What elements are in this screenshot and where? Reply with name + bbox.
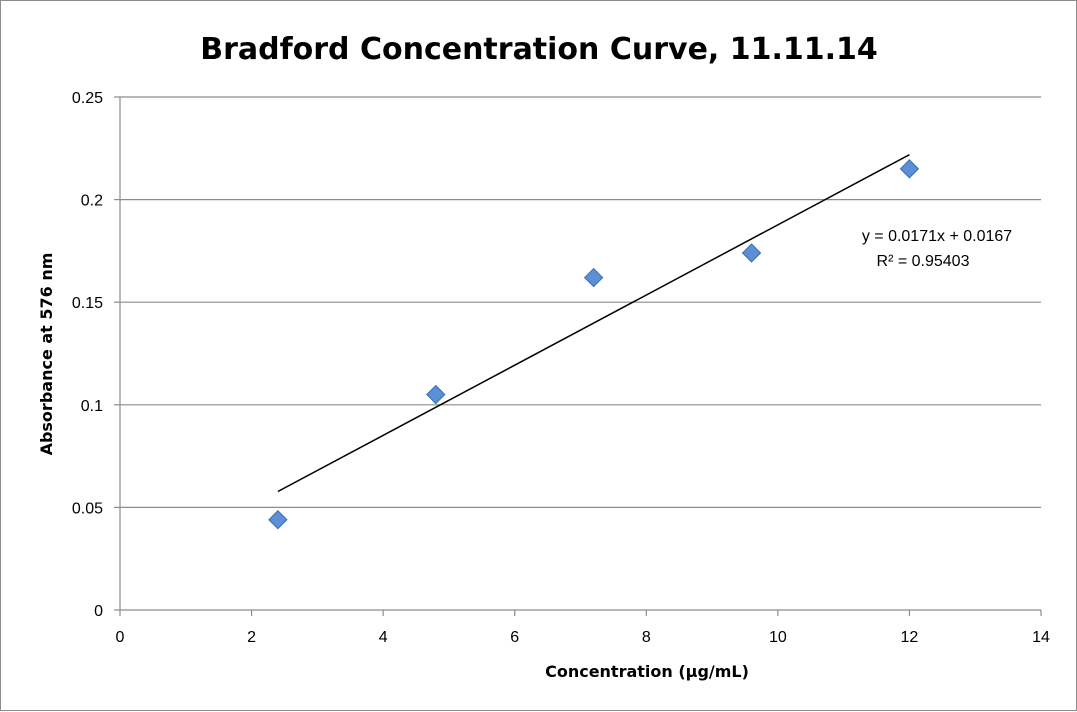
x-tick-label-6: 12 xyxy=(901,629,919,646)
trendline xyxy=(277,153,910,493)
gridlines xyxy=(120,96,1041,508)
x-tick-label-2: 4 xyxy=(379,629,388,646)
x-axis-title: Concentration (µg/mL) xyxy=(545,662,749,681)
x-tick-labels: 0 2 4 6 8 10 12 14 xyxy=(116,629,1050,646)
r-squared-label: R² = 0.95403 xyxy=(877,253,970,270)
data-points xyxy=(268,159,920,530)
trendline-equation: y = 0.0171x + 0.0167 xyxy=(862,228,1012,245)
y-tick-label-1: 0.05 xyxy=(72,500,103,517)
data-point-4 xyxy=(899,159,920,179)
data-point-0 xyxy=(268,510,288,530)
x-tick-label-4: 8 xyxy=(642,629,651,646)
x-tick-label-5: 10 xyxy=(769,629,787,646)
y-axis-title: Absorbance at 576 nm xyxy=(37,253,56,456)
data-point-2 xyxy=(583,267,604,288)
y-tick-label-0: 0 xyxy=(94,603,103,620)
y-tick-labels: 0 0.05 0.1 0.15 0.2 0.25 xyxy=(72,90,103,620)
x-tick-label-1: 2 xyxy=(247,629,256,646)
chart-title: Bradford Concentration Curve, 11.11.14 xyxy=(200,32,878,67)
y-tick-label-2: 0.1 xyxy=(81,398,103,415)
y-tick-label-3: 0.15 xyxy=(72,295,103,312)
x-tick-label-0: 0 xyxy=(116,629,125,646)
x-tick-label-3: 6 xyxy=(510,629,519,646)
y-tick-label-4: 0.2 xyxy=(81,193,103,210)
axes xyxy=(114,96,1042,616)
data-point-1 xyxy=(426,384,446,405)
trendline-group xyxy=(277,153,910,493)
data-point-3 xyxy=(741,243,762,263)
y-tick-label-5: 0.25 xyxy=(72,90,103,107)
x-tick-label-7: 14 xyxy=(1032,629,1050,646)
